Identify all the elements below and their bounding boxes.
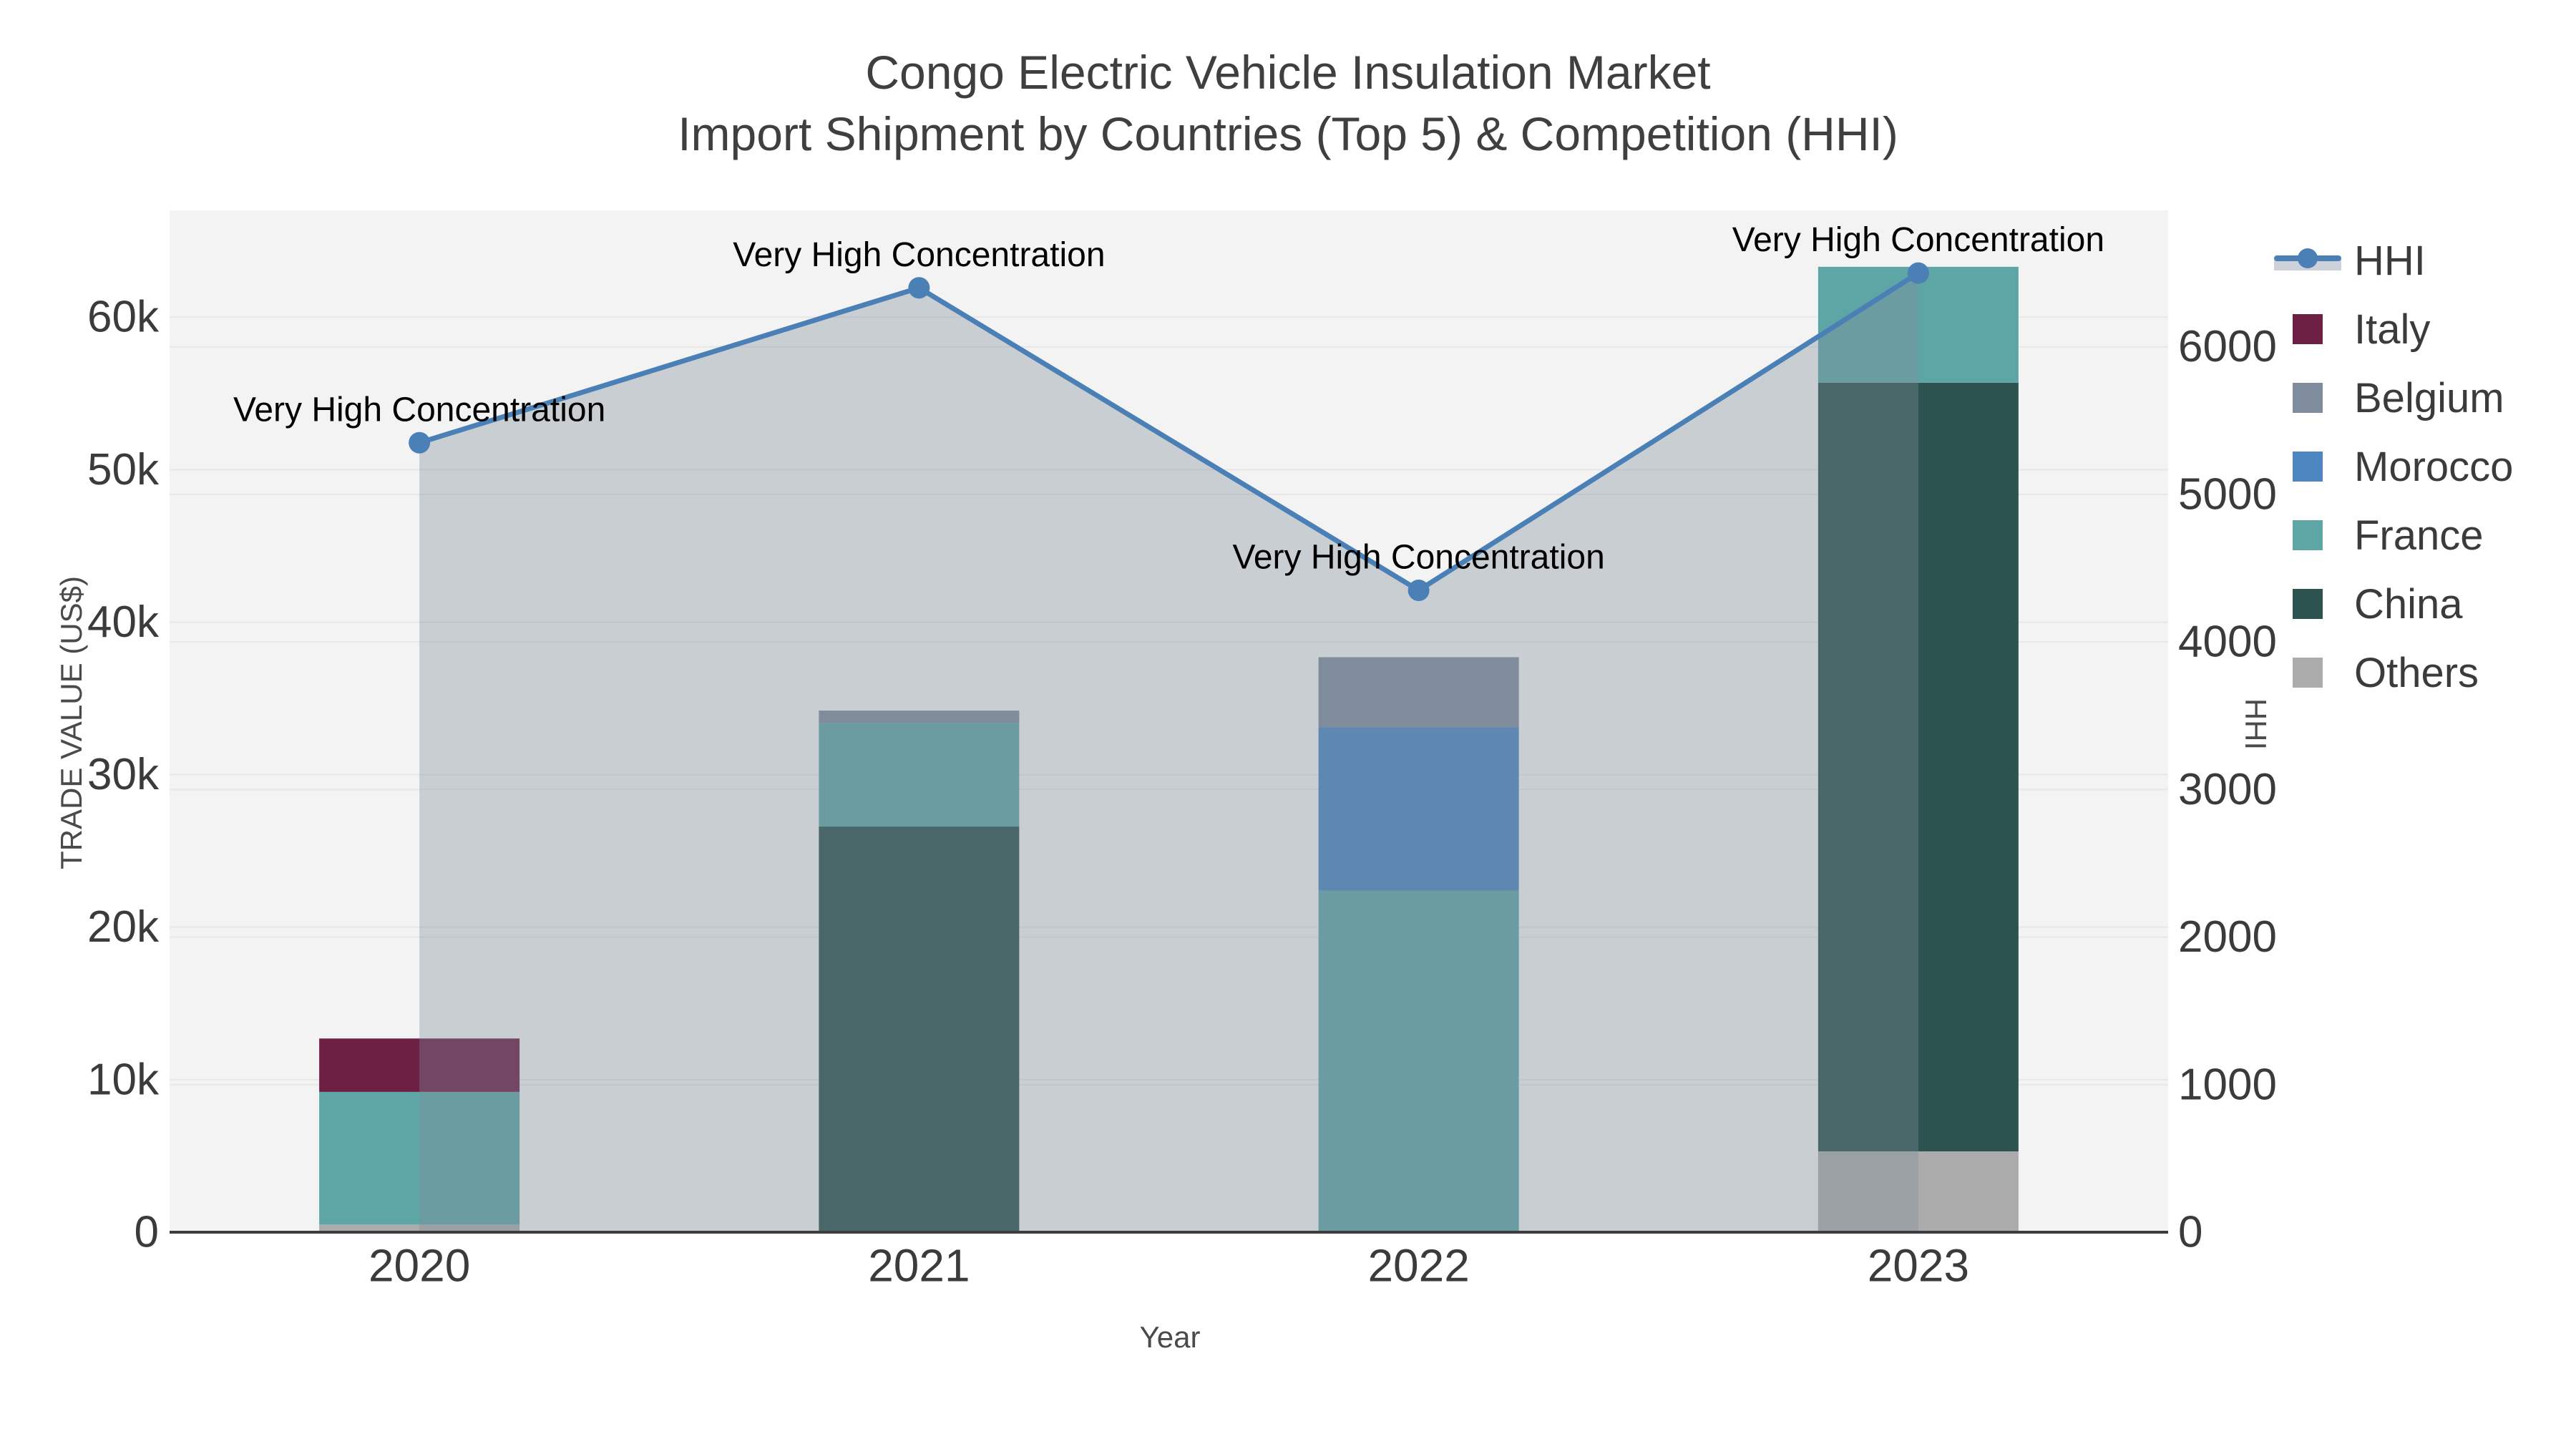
y-right-tick-label: 4000 (2178, 618, 2277, 667)
color-swatch-icon (2274, 382, 2346, 414)
bar-segment-china-2023[interactable] (1818, 382, 2019, 1152)
color-swatch-icon (2274, 519, 2346, 551)
bar-segment-france-2020[interactable] (319, 1091, 520, 1225)
bar-segment-morocco-2022[interactable] (1318, 727, 1519, 891)
legend-label-belgium: Belgium (2354, 374, 2504, 421)
annotation-2023: Very High Concentration (1732, 221, 2104, 259)
color-swatch-icon (2274, 588, 2346, 620)
color-swatch-icon (2274, 657, 2346, 688)
swatch-china (2293, 589, 2323, 619)
legend-item-china[interactable]: China (2274, 581, 2513, 628)
y-right-tick-label: 5000 (2178, 469, 2277, 519)
x-tick-label-2021: 2021 (868, 1239, 970, 1291)
swatch-belgium (2293, 383, 2323, 413)
bar-segment-france-2022[interactable] (1318, 890, 1519, 1232)
legend-label-italy: Italy (2354, 306, 2431, 353)
y-right-tick-label: 3000 (2178, 765, 2277, 814)
legend-item-morocco[interactable]: Morocco (2274, 444, 2513, 490)
y-left-tick-label: 0 (135, 1208, 159, 1257)
bar-segment-france-2021[interactable] (819, 723, 1020, 827)
legend-label-china: China (2354, 580, 2463, 628)
bar-segment-others-2023[interactable] (1818, 1151, 2019, 1232)
x-tick-label-2023: 2023 (1868, 1239, 1969, 1291)
chart-title-line1: Congo Electric Vehicle Insulation Market (865, 46, 1711, 99)
swatch-italy (2293, 314, 2323, 344)
annotation-2020: Very High Concentration (233, 391, 605, 429)
bar-segment-belgium-2021[interactable] (819, 711, 1020, 723)
x-tick-label-2022: 2022 (1367, 1239, 1469, 1291)
hhi-line-icon (2274, 245, 2346, 276)
bar-segment-others-2020[interactable] (319, 1224, 520, 1232)
legend-item-belgium[interactable]: Belgium (2274, 375, 2513, 421)
y-left-tick-label: 40k (87, 597, 160, 647)
legend-item-italy[interactable]: Italy (2274, 306, 2513, 353)
legend: HHI Italy Belgium Morocco France China Others (2274, 238, 2513, 696)
legend-item-others[interactable]: Others (2274, 650, 2513, 696)
bar-segment-china-2021[interactable] (819, 826, 1020, 1232)
chart-title-line2: Import Shipment by Countries (Top 5) & C… (678, 107, 1898, 160)
hhi-marker-2023[interactable] (1907, 262, 1929, 284)
hhi-marker-2021[interactable] (908, 277, 930, 299)
annotation-2022: Very High Concentration (1232, 538, 1604, 576)
y-left-tick-label: 20k (87, 902, 160, 952)
y-left-tick-label: 30k (87, 750, 160, 799)
bar-segment-italy-2020[interactable] (319, 1038, 520, 1092)
y-left-tick-label: 50k (87, 445, 160, 494)
legend-label-hhi: HHI (2354, 237, 2426, 284)
bar-segment-france-2023[interactable] (1818, 266, 2019, 383)
chart-title: Congo Electric Vehicle Insulation Market… (0, 42, 2576, 165)
color-swatch-icon (2274, 451, 2346, 482)
legend-label-others: Others (2354, 649, 2479, 696)
hhi-line[interactable] (416, 270, 1921, 593)
hhi-marker-2020[interactable] (409, 431, 431, 454)
y-right-tick-label: 0 (2178, 1208, 2202, 1257)
y-right-tick-label: 2000 (2178, 912, 2277, 962)
y-axis-title-left: TRADE VALUE (US$) (54, 576, 88, 869)
swatch-morocco (2293, 452, 2323, 482)
annotation-2021: Very High Concentration (733, 236, 1105, 274)
swatch-others (2293, 658, 2323, 688)
y-axis-title-right: HHI (2239, 698, 2273, 751)
x-axis-title: Year (1139, 1320, 1201, 1354)
x-tick-label-2020: 2020 (369, 1239, 470, 1291)
y-right-tick-label: 6000 (2178, 322, 2277, 371)
color-swatch-icon (2274, 313, 2346, 345)
hhi-marker-sample (2298, 248, 2318, 268)
legend-label-morocco: Morocco (2354, 443, 2514, 490)
legend-label-france: France (2354, 512, 2484, 559)
y-left-tick-label: 10k (87, 1055, 160, 1104)
y-right-tick-label: 1000 (2178, 1060, 2277, 1109)
y-left-tick-label: 60k (87, 293, 160, 342)
swatch-france (2293, 520, 2323, 550)
legend-item-hhi[interactable]: HHI (2274, 238, 2513, 284)
legend-item-france[interactable]: France (2274, 512, 2513, 559)
bar-segment-belgium-2022[interactable] (1318, 657, 1519, 728)
hhi-marker-2022[interactable] (1407, 579, 1430, 601)
